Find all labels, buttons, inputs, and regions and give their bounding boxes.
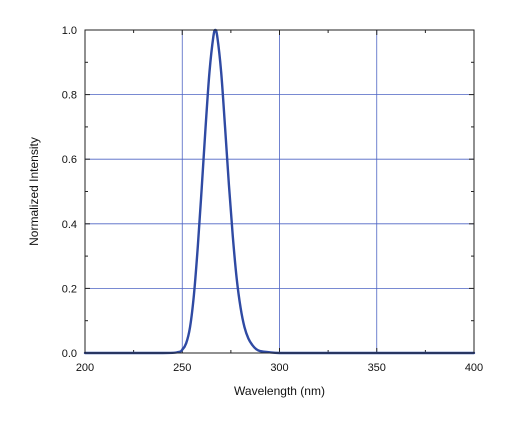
grid-lines [85, 30, 474, 353]
x-axis-label: Wavelength (nm) [234, 384, 325, 398]
y-tick-label: 0.6 [62, 154, 77, 166]
tick-labels: 200 250 300 350 400 0.0 0.2 0.4 0.6 0.8 1.0 [62, 25, 483, 374]
y-tick-label: 1.0 [62, 25, 77, 37]
y-tick-label: 0.8 [62, 90, 77, 102]
x-tick-label: 350 [368, 362, 386, 374]
x-tick-label: 200 [76, 362, 94, 374]
y-tick-label: 0.0 [62, 348, 77, 360]
y-tick-label: 0.4 [62, 219, 77, 231]
y-tick-label: 0.2 [62, 283, 77, 295]
x-tick-label: 250 [173, 362, 191, 374]
y-axis-label: Normalized Intensity [27, 137, 41, 246]
x-tick-label: 400 [465, 362, 483, 374]
plot-frame [84, 29, 475, 354]
x-tick-label: 300 [270, 362, 288, 374]
